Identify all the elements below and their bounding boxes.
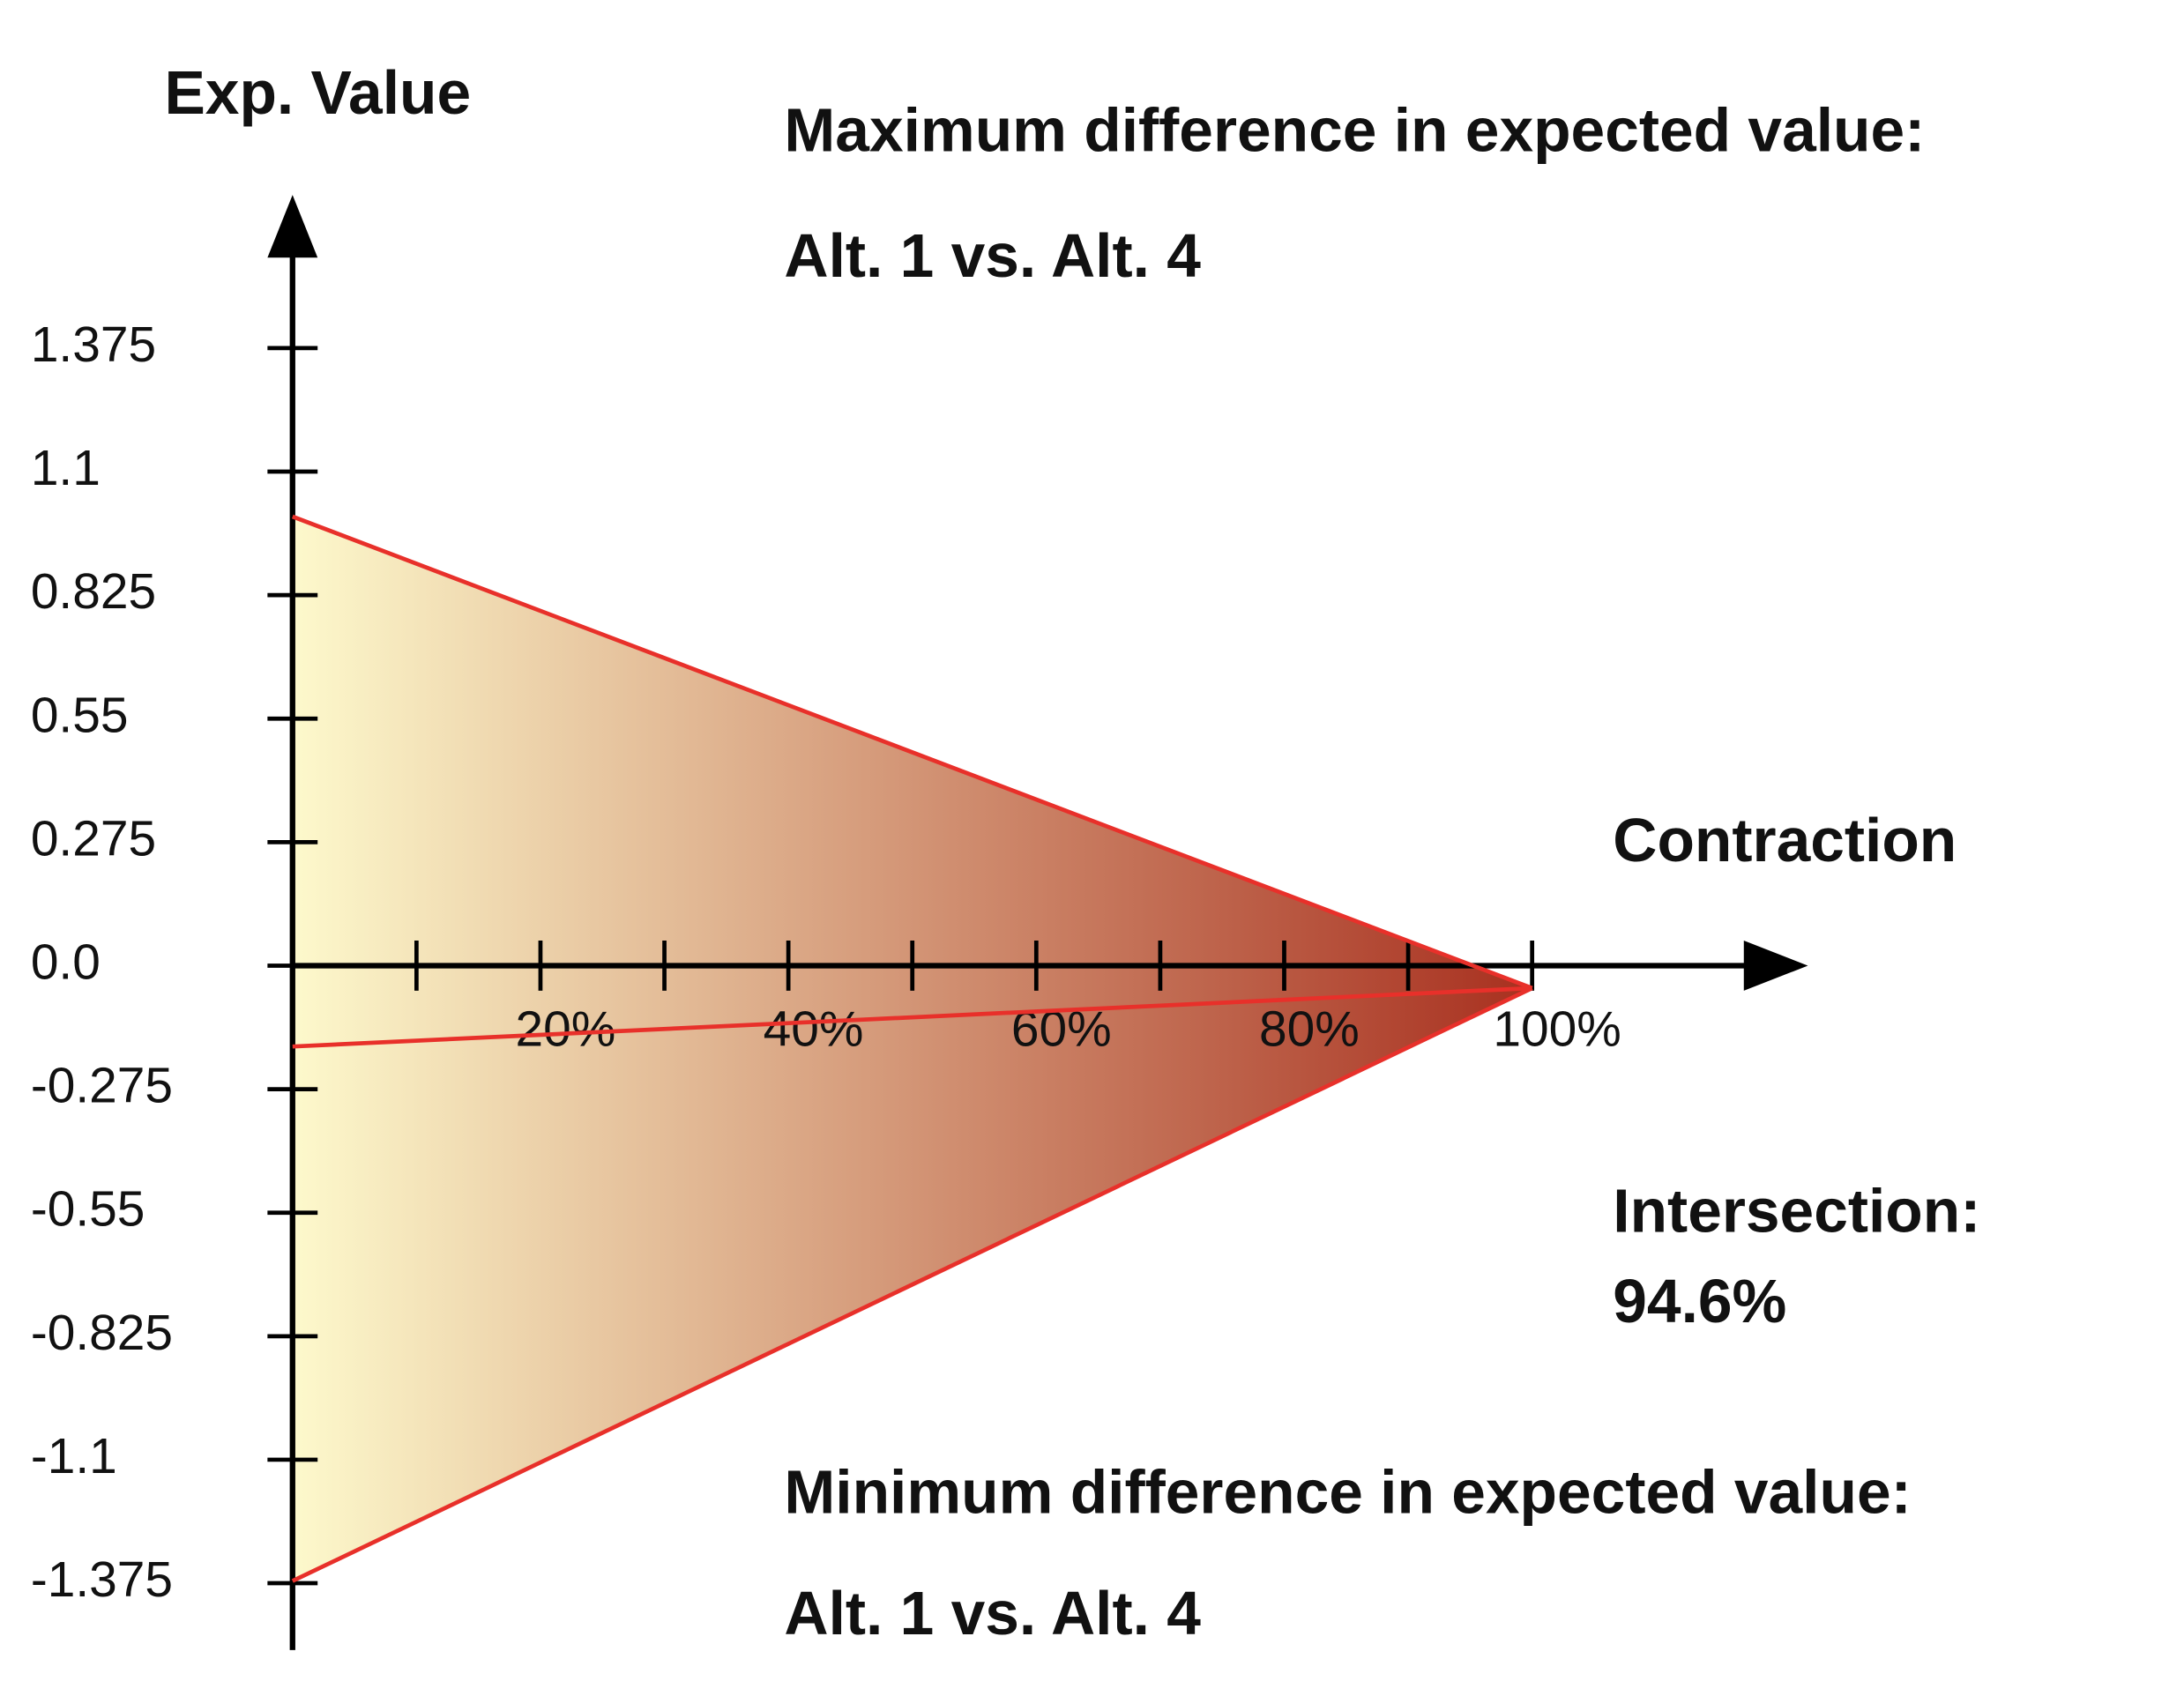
y-tick-label: -0.825 bbox=[31, 1305, 173, 1361]
y-tick-label: -1.1 bbox=[31, 1429, 117, 1484]
x-tick-label: 100% bbox=[1493, 1001, 1621, 1057]
range-area bbox=[292, 516, 1532, 1581]
y-tick-label: -0.55 bbox=[31, 1182, 145, 1238]
annotation: Maximum difference in expected value: bbox=[784, 96, 1925, 165]
y-tick-label: -0.275 bbox=[31, 1059, 173, 1114]
annotation: 94.6% bbox=[1613, 1267, 1786, 1335]
y-tick-label: 1.1 bbox=[31, 441, 101, 496]
y-tick-label: 1.375 bbox=[31, 317, 156, 373]
annotation: Alt. 1 vs. Alt. 4 bbox=[784, 221, 1201, 290]
x-tick-label: 20% bbox=[515, 1001, 615, 1057]
x-tick-label: 40% bbox=[764, 1001, 864, 1057]
y-axis-arrow bbox=[267, 195, 318, 258]
y-tick-label: -1.375 bbox=[31, 1552, 173, 1608]
y-tick-label: 0.275 bbox=[31, 811, 156, 867]
x-axis-arrow bbox=[1743, 941, 1808, 991]
line bbox=[292, 986, 1532, 1049]
annotation: Alt. 1 vs. Alt. 4 bbox=[784, 1579, 1201, 1648]
y-tick-label: 0.825 bbox=[31, 564, 156, 620]
line bbox=[291, 986, 1533, 1583]
annotation: Minimum difference in expected value: bbox=[784, 1457, 1911, 1526]
y-tick-label: 0.55 bbox=[31, 688, 129, 743]
line bbox=[291, 514, 1533, 991]
x-tick-label: 80% bbox=[1259, 1001, 1360, 1057]
y-tick-label: 0.0 bbox=[31, 934, 101, 990]
x-axis-label: Contraction bbox=[1613, 806, 1957, 874]
y-axis-label: Exp. Value bbox=[164, 58, 471, 127]
annotation: Intersection: bbox=[1613, 1176, 1980, 1245]
